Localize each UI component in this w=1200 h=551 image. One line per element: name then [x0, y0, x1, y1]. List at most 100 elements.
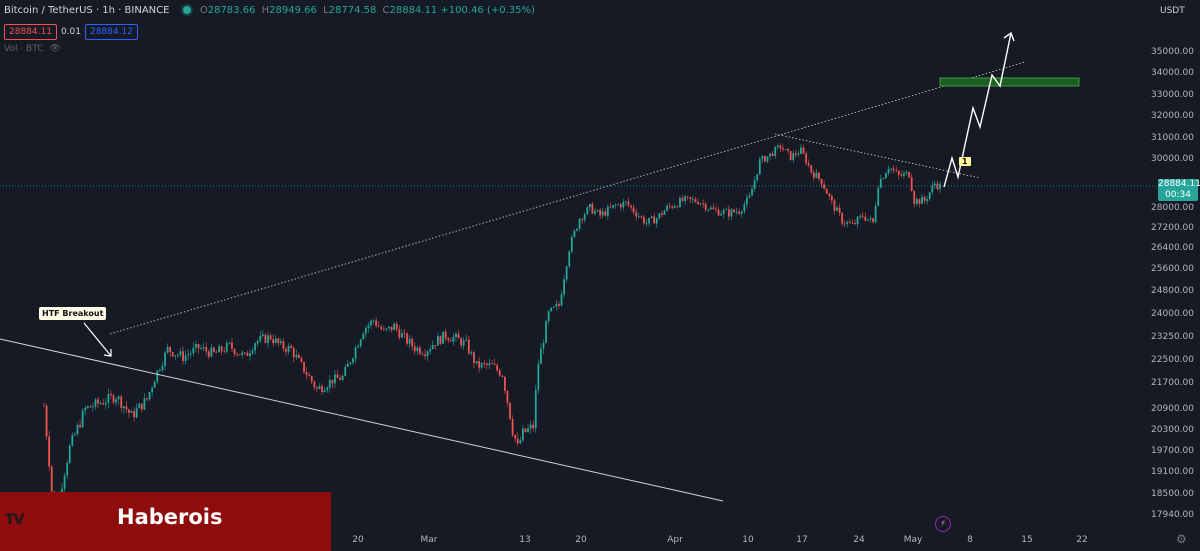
- trade-prices: 28884.11 0.01 28884.12: [4, 24, 138, 40]
- candle-body: [867, 219, 869, 221]
- price-axis-tick: 21700.00: [1151, 378, 1194, 388]
- candle-body: [864, 216, 867, 221]
- candle-body: [246, 352, 249, 357]
- candle-body: [195, 344, 197, 348]
- time-axis-tick: 24: [853, 535, 865, 545]
- candle-body: [570, 236, 573, 252]
- buy-price-button[interactable]: 28884.12: [85, 24, 138, 40]
- volume-label: Vol · BTC: [4, 44, 44, 54]
- candle-body: [712, 207, 715, 210]
- candle-body: [805, 153, 808, 164]
- candle-body: [787, 149, 789, 152]
- candle-body: [586, 207, 589, 215]
- candle-body: [115, 399, 117, 403]
- candle-body: [290, 345, 293, 349]
- lightning-icon[interactable]: ⚡︎: [935, 516, 951, 532]
- candle-body: [362, 333, 365, 340]
- sell-price-button[interactable]: 28884.11: [4, 24, 57, 40]
- candle-body: [272, 339, 275, 343]
- volume-indicator[interactable]: Vol · BTC 👁︎: [4, 44, 61, 54]
- candle-body: [552, 306, 555, 308]
- candle-body: [68, 445, 71, 463]
- candle-body: [331, 379, 334, 384]
- gear-icon[interactable]: ⚙︎: [1176, 532, 1187, 546]
- upper-trendline[interactable]: [109, 61, 1026, 335]
- candle-body: [740, 211, 743, 214]
- candle-body: [267, 335, 269, 343]
- candle-body: [684, 196, 687, 201]
- price-axis-tick: 20300.00: [1151, 425, 1194, 435]
- candle-body: [658, 213, 661, 219]
- candle-body: [614, 204, 617, 206]
- candle-body: [372, 320, 375, 322]
- price-axis-tick: 26400.00: [1151, 243, 1194, 253]
- candle-body: [869, 218, 872, 220]
- candle-body: [501, 375, 504, 377]
- candle-body: [112, 395, 115, 403]
- candle-body: [766, 156, 769, 162]
- price-axis-tick: 33000.00: [1151, 90, 1194, 100]
- candle-body: [483, 363, 486, 364]
- candle-body: [632, 207, 635, 213]
- candle-body: [218, 346, 220, 353]
- target-zone[interactable]: [939, 77, 1080, 87]
- candle-body: [892, 168, 895, 171]
- candle-body: [521, 428, 524, 441]
- candle-body: [148, 392, 151, 400]
- candle-body: [699, 203, 702, 205]
- htf-breakout-label[interactable]: HTF Breakout: [39, 307, 107, 320]
- wave-marker[interactable]: 1: [959, 157, 971, 166]
- candle-body: [581, 218, 584, 220]
- lower-trendline[interactable]: [0, 338, 724, 502]
- candle-body: [161, 365, 164, 371]
- candle-body: [833, 200, 836, 211]
- candle-body: [624, 201, 627, 203]
- projection-path[interactable]: [943, 32, 1012, 188]
- candle-body: [81, 410, 84, 427]
- candle-body: [846, 221, 849, 224]
- candle-body: [874, 205, 877, 223]
- candle-body: [650, 216, 653, 218]
- candle-body: [743, 204, 746, 212]
- candle-body: [573, 230, 576, 237]
- candle-body: [491, 363, 493, 365]
- close-value: 28884.11 +100.46 (+0.35%): [389, 5, 535, 16]
- candle-body: [563, 279, 565, 295]
- currency-selector[interactable]: USDT: [1160, 6, 1185, 16]
- candle-body: [812, 172, 815, 178]
- candle-body: [107, 393, 110, 403]
- candle-body: [395, 323, 398, 330]
- candle-body: [764, 156, 766, 162]
- candle-body: [661, 213, 663, 215]
- candle-body: [406, 333, 408, 344]
- candle-body: [241, 352, 244, 356]
- candle-body: [578, 218, 581, 229]
- candle-body: [936, 183, 939, 189]
- candle-body: [357, 346, 360, 348]
- candle-body: [434, 345, 437, 346]
- candle-body: [122, 406, 125, 409]
- candle-body: [305, 372, 308, 375]
- candle-body: [830, 196, 833, 201]
- candle-body: [318, 386, 321, 389]
- candle-body: [771, 153, 774, 157]
- symbol-title[interactable]: Bitcoin / TetherUS · 1h · BINANCE: [4, 5, 170, 16]
- candle-body: [408, 338, 411, 344]
- candle-body: [782, 148, 784, 150]
- candle-body: [426, 351, 429, 357]
- candle-body: [820, 178, 823, 185]
- candle-body: [676, 206, 679, 208]
- eye-off-icon[interactable]: 👁︎: [49, 44, 61, 54]
- candle-body: [738, 211, 741, 214]
- candle-body: [388, 326, 390, 329]
- candle-body: [583, 214, 586, 220]
- candle-body: [393, 323, 396, 331]
- candle-body: [794, 153, 797, 155]
- projection-arrowhead: [1003, 31, 1015, 42]
- candle-body: [429, 348, 432, 352]
- candle-body: [686, 196, 689, 198]
- candle-body: [720, 213, 723, 216]
- candle-body: [50, 466, 53, 492]
- candle-body: [643, 216, 645, 224]
